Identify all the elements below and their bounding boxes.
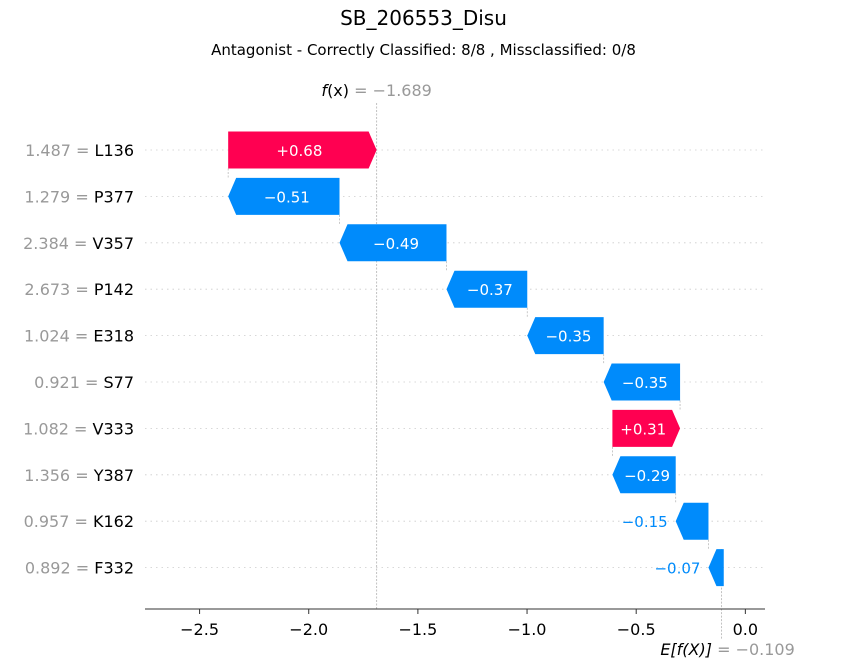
contribution-label: −0.35 (545, 328, 591, 346)
feature-label: 0.921 = S77 (34, 373, 134, 392)
x-tick-label: −2.5 (180, 620, 219, 639)
contribution-label: −0.51 (264, 188, 310, 206)
feature-label: 1.024 = E318 (24, 327, 134, 346)
bar-k162 (675, 502, 709, 540)
contribution-label: −0.29 (624, 467, 670, 485)
bar-v357 (339, 224, 447, 262)
feature-label: 1.487 = L136 (25, 141, 134, 160)
bar-p142 (446, 270, 528, 308)
chart-subtitle: Antagonist - Correctly Classified: 8/8 ,… (211, 41, 636, 59)
feature-label: 2.673 = P142 (24, 280, 134, 299)
contribution-label: +0.68 (276, 142, 322, 160)
chart-title: SB_206553_Disu (340, 6, 507, 30)
bar-y387 (612, 456, 676, 494)
bar-l136 (228, 131, 377, 169)
contribution-label: −0.35 (622, 374, 668, 392)
feature-label: 2.384 = V357 (23, 234, 134, 253)
bar-s77 (603, 363, 681, 401)
feature-label: 1.356 = Y387 (24, 466, 134, 485)
feature-label: 1.082 = V333 (23, 419, 134, 438)
bar-f332 (708, 549, 724, 587)
x-tick-label: −1.5 (398, 620, 437, 639)
x-tick-label: −1.0 (508, 620, 547, 639)
x-tick-label: −2.0 (289, 620, 328, 639)
contribution-label: −0.15 (622, 513, 668, 531)
efx-annotation: E[f(X)] = −0.109 (660, 640, 794, 659)
feature-label: 1.279 = P377 (24, 187, 134, 206)
bar-e318 (527, 317, 604, 355)
fx-annotation: f(x) = −1.689 (321, 81, 431, 100)
contribution-label: −0.07 (654, 560, 700, 578)
bar-v333 (612, 409, 681, 447)
x-tick-label: 0.0 (733, 620, 758, 639)
feature-label: 0.957 = K162 (24, 512, 134, 531)
contribution-label: −0.49 (373, 235, 419, 253)
contribution-label: −0.37 (467, 281, 513, 299)
feature-label: 0.892 = F332 (25, 559, 134, 578)
contribution-label: +0.31 (620, 420, 666, 438)
x-tick-label: −0.5 (617, 620, 656, 639)
bar-p377 (228, 177, 340, 215)
